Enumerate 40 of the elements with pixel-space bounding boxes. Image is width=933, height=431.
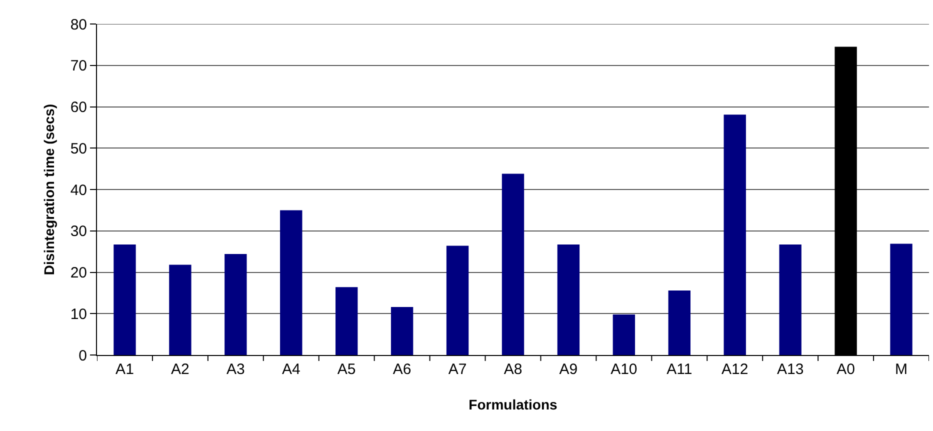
x-tick-label: A4 — [282, 361, 300, 378]
y-tick-label: 50 — [70, 140, 87, 158]
x-tick-label: M — [895, 361, 908, 378]
x-tick-label: A2 — [171, 361, 190, 378]
y-tick-label: 30 — [70, 223, 87, 240]
bar — [224, 254, 247, 355]
bar — [336, 287, 358, 355]
y-tick-label: 40 — [70, 182, 87, 199]
x-tick-label: A3 — [226, 361, 245, 378]
x-tick-label: A7 — [448, 361, 467, 378]
y-tick-label: 60 — [70, 99, 87, 116]
x-tick-label: A10 — [610, 361, 638, 378]
y-tick-label: 80 — [70, 16, 87, 34]
x-tick-label: A13 — [776, 361, 804, 378]
y-tick-label: 20 — [70, 264, 87, 282]
y-tick-label: 10 — [70, 306, 87, 323]
x-axis-title: Formulations — [468, 396, 558, 412]
x-tick-label: A8 — [504, 361, 522, 378]
bar — [169, 264, 192, 355]
x-tick-label: A12 — [722, 361, 748, 378]
bar — [446, 246, 469, 355]
bar — [779, 244, 802, 355]
bar — [390, 307, 414, 355]
x-tick-label: A9 — [559, 361, 578, 378]
bar — [724, 114, 746, 355]
x-tick-label: A5 — [337, 361, 356, 378]
x-tick-label: A6 — [392, 361, 412, 378]
bar — [114, 244, 136, 355]
bar — [890, 244, 912, 355]
x-tick-label: A0 — [836, 361, 855, 378]
bar — [668, 290, 690, 355]
bar — [612, 314, 636, 355]
x-tick-label: A1 — [116, 361, 134, 378]
bar — [280, 210, 302, 355]
bar — [502, 174, 524, 355]
y-tick-label: 70 — [70, 58, 87, 75]
x-tick-label: A11 — [666, 361, 692, 378]
y-axis-title: Disintegration time (secs) — [40, 104, 57, 276]
bar — [557, 244, 580, 355]
y-tick-label: 0 — [78, 347, 87, 364]
